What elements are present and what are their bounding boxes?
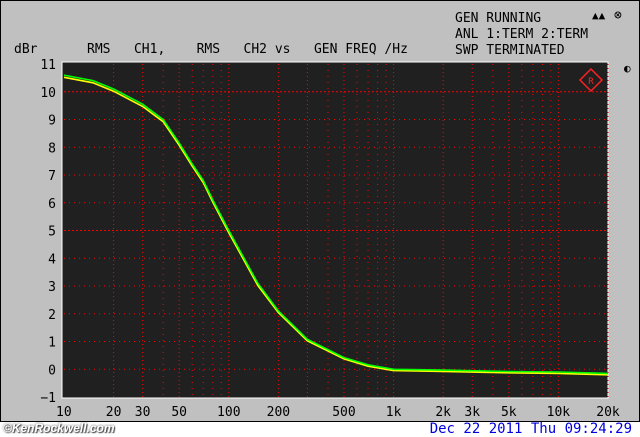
speaker-icon: ▲▲ xyxy=(592,9,606,22)
x-tick-label: 3k xyxy=(464,405,480,420)
x-tick-label: 50 xyxy=(171,405,187,420)
y-tick-label: 4 xyxy=(48,252,56,267)
status-swp: SWP TERMINATED xyxy=(455,43,565,58)
series-line-ch2 xyxy=(63,76,609,376)
x-tick-label: 10 xyxy=(56,405,72,420)
y-axis-label: dBr xyxy=(14,42,38,57)
x-tick-label: 10k xyxy=(547,405,571,420)
x-tick-label: 30 xyxy=(135,405,151,420)
x-tick-label: 100 xyxy=(217,405,240,420)
y-tick-label: 7 xyxy=(48,169,56,184)
series-line-ch1 xyxy=(63,74,609,375)
y-tick-label: 9 xyxy=(48,114,56,129)
mute-icon: ⊗ xyxy=(614,8,622,23)
y-tick-label: 11 xyxy=(40,58,56,73)
y-tick-label: 5 xyxy=(48,225,56,240)
x-tick-label: 20k xyxy=(596,405,620,420)
status-anl: ANL 1:TERM 2:TERM xyxy=(455,27,589,42)
y-tick-label: 6 xyxy=(48,197,56,212)
chart-title: RMS CH1, RMS CH2 vs GEN FREQ /Hz xyxy=(87,42,408,57)
x-tick-label: 500 xyxy=(332,405,355,420)
y-tick-label: 2 xyxy=(48,308,56,323)
y-tick-label: 10 xyxy=(40,86,56,101)
y-tick-label: 8 xyxy=(48,141,56,156)
y-tick-label: −1 xyxy=(40,391,56,406)
plot-area xyxy=(61,61,609,399)
y-tick-label: 1 xyxy=(48,336,56,351)
watermark: ©KenRockwell.com xyxy=(3,421,115,435)
x-tick-label: 20 xyxy=(106,405,122,420)
x-tick-label: 2k xyxy=(435,405,451,420)
rs-logo: R xyxy=(578,67,604,93)
x-tick-label: 200 xyxy=(267,405,290,420)
timestamp: Dec 22 2011 Thu 09:24:29 xyxy=(429,421,632,437)
status-gen: GEN RUNNING xyxy=(455,11,542,26)
contrast-icon: ◐ xyxy=(624,62,631,75)
x-tick-label: 1k xyxy=(386,405,402,420)
svg-text:R: R xyxy=(588,77,594,87)
y-tick-label: 0 xyxy=(48,363,56,378)
y-tick-label: 3 xyxy=(48,280,56,295)
x-tick-label: 5k xyxy=(501,405,517,420)
